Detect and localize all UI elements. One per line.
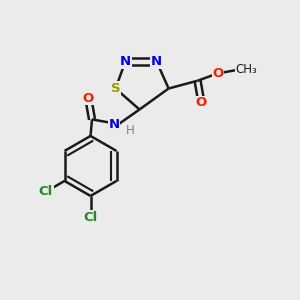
Text: H: H — [126, 124, 134, 136]
Text: N: N — [120, 55, 131, 68]
Text: Cl: Cl — [39, 185, 53, 198]
Text: N: N — [109, 118, 120, 130]
Text: S: S — [111, 82, 120, 95]
Text: CH₃: CH₃ — [235, 63, 257, 76]
Text: O: O — [82, 92, 94, 105]
Text: Cl: Cl — [83, 211, 98, 224]
Text: O: O — [196, 96, 207, 110]
Text: N: N — [151, 55, 162, 68]
Text: O: O — [212, 67, 224, 80]
